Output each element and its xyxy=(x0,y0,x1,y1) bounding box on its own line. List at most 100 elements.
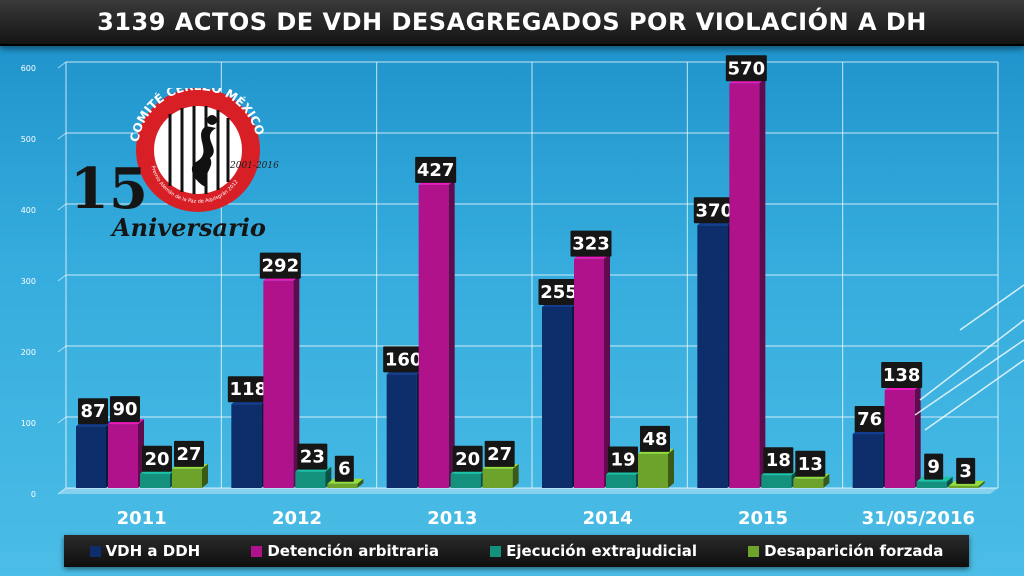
data-label-box xyxy=(725,55,767,82)
legend-label-detencion: Detención arbitraria xyxy=(267,542,439,560)
data-label-box xyxy=(854,406,885,433)
data-label-box xyxy=(484,440,515,467)
decor-streak xyxy=(914,339,1024,416)
data-label-box xyxy=(452,445,483,472)
data-label: 3 xyxy=(959,461,972,482)
bar xyxy=(386,374,417,488)
bar-chart: 0 100 200 300 400 500 600 87 90 20 27 2011 118 292 23 6… xyxy=(21,55,1024,529)
bar-side xyxy=(512,463,519,488)
data-label-box xyxy=(693,197,735,224)
bar xyxy=(108,424,138,488)
data-label: 19 xyxy=(610,450,635,471)
y-tick-label: 100 xyxy=(21,419,36,428)
bar-side xyxy=(448,179,455,488)
data-label: 90 xyxy=(112,399,137,420)
data-label: 48 xyxy=(642,429,667,450)
legend-item-vdh: VDH a DDH xyxy=(89,542,201,560)
bar xyxy=(697,225,728,489)
legend: VDH a DDH Detención arbitraria Ejecución… xyxy=(64,535,969,567)
data-label: 23 xyxy=(300,447,325,468)
bar xyxy=(761,475,792,488)
data-label: 87 xyxy=(80,401,105,422)
legend-swatch-desaparicion xyxy=(748,545,760,557)
logo-anniversary-text: Aniversario xyxy=(110,213,266,242)
bar xyxy=(263,280,294,488)
bar xyxy=(948,485,979,488)
bar xyxy=(482,468,513,488)
x-tick-label: 31/05/2016 xyxy=(862,508,975,529)
logo-number: 15 xyxy=(70,156,148,222)
data-label: 13 xyxy=(798,454,823,475)
bar xyxy=(327,483,358,488)
data-label-box xyxy=(795,450,826,477)
data-label: 6 xyxy=(338,459,351,480)
data-label: 76 xyxy=(857,409,882,430)
data-label: 9 xyxy=(927,457,940,478)
legend-swatch-detencion xyxy=(251,545,263,557)
bar-side xyxy=(357,478,364,488)
bar-side xyxy=(759,78,766,489)
legend-label-vdh: VDH a DDH xyxy=(105,542,201,560)
data-label: 570 xyxy=(728,58,766,79)
bar xyxy=(916,481,947,488)
plot-floor xyxy=(58,488,998,494)
legend-label-desaparicion: Desaparición forzada xyxy=(764,542,944,560)
bar xyxy=(295,471,326,488)
data-label-box xyxy=(78,398,108,425)
y-tick-label: 500 xyxy=(21,135,36,144)
x-tick-label: 2012 xyxy=(272,508,322,529)
data-label: 370 xyxy=(696,200,734,221)
gridline-y-depth xyxy=(57,416,67,424)
bar xyxy=(638,453,668,488)
data-label-box xyxy=(415,156,457,183)
y-tick-label: 0 xyxy=(31,490,36,499)
y-tick-label: 300 xyxy=(21,277,36,286)
data-label: 292 xyxy=(262,256,300,277)
bar-side xyxy=(604,253,610,488)
bar xyxy=(231,404,262,488)
decor-streak xyxy=(919,319,1024,401)
chart-title: 3139 ACTOS DE VDH DESAGREGADOS POR VIOLA… xyxy=(97,8,927,36)
legend-swatch-vdh xyxy=(89,545,101,557)
data-label-box xyxy=(640,425,670,452)
data-label-box xyxy=(608,446,638,473)
x-tick-label: 2014 xyxy=(583,508,633,529)
data-label: 27 xyxy=(487,444,512,465)
gridline-y-depth xyxy=(57,274,67,282)
y-tick-label: 200 xyxy=(21,348,36,357)
data-label: 118 xyxy=(230,379,268,400)
data-label-box xyxy=(570,230,612,257)
bar-side xyxy=(202,463,208,488)
x-tick-label: 2015 xyxy=(738,508,788,529)
legend-swatch-ejecucion xyxy=(490,545,502,557)
data-label-box xyxy=(142,445,172,472)
data-label-box xyxy=(259,252,301,279)
data-label: 20 xyxy=(144,449,169,470)
data-label-box xyxy=(297,443,328,470)
bar-side xyxy=(668,448,674,488)
data-label-box xyxy=(881,362,923,389)
bar xyxy=(793,478,824,488)
bar-side xyxy=(914,385,921,488)
title-bar: 3139 ACTOS DE VDH DESAGREGADOS POR VIOLA… xyxy=(0,0,1024,46)
y-tick-label: 400 xyxy=(21,206,36,215)
data-label-box xyxy=(538,278,580,305)
gridline-y-depth xyxy=(57,132,67,140)
data-label: 20 xyxy=(455,449,480,470)
data-label: 138 xyxy=(883,365,921,386)
bar xyxy=(729,83,760,489)
gridline-y-depth xyxy=(57,61,67,69)
legend-item-desaparicion: Desaparición forzada xyxy=(748,542,943,560)
gridline-y-depth xyxy=(57,487,67,495)
bar xyxy=(140,473,170,488)
bar xyxy=(574,258,604,488)
data-label-box xyxy=(110,396,140,423)
bar xyxy=(172,468,202,488)
bar xyxy=(852,434,883,488)
decor-streak xyxy=(959,284,1024,331)
data-label: 27 xyxy=(176,444,201,465)
data-label-box xyxy=(334,455,354,482)
legend-item-ejecucion: Ejecución extrajudicial xyxy=(490,542,697,560)
data-label-box xyxy=(227,376,269,403)
data-label: 427 xyxy=(417,160,455,181)
